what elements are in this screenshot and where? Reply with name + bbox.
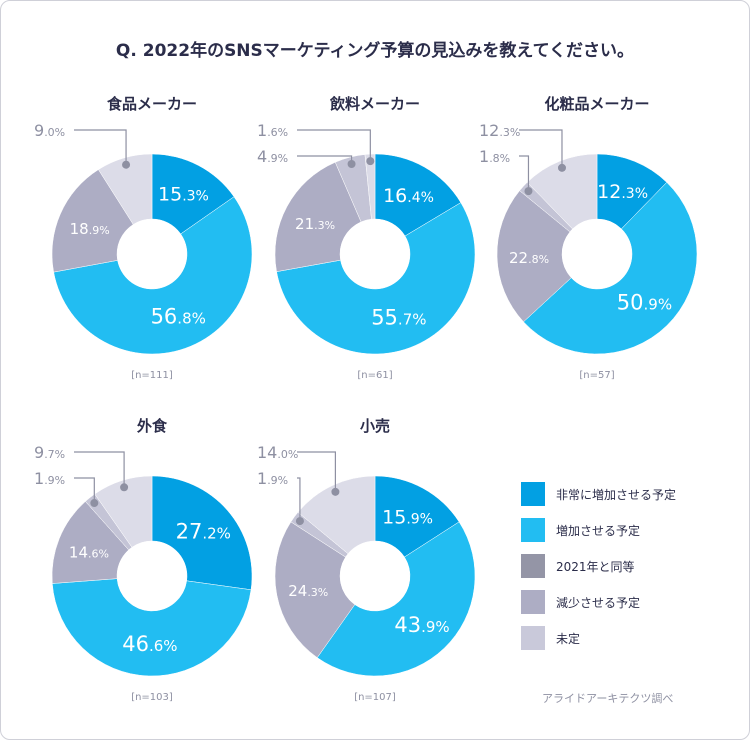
legend-item-increase: 増加させる予定	[521, 512, 676, 548]
legend-label: 2021年と同等	[556, 559, 635, 574]
segment-value-label: 56.8%	[151, 305, 206, 329]
callout-dot	[524, 187, 533, 196]
sample-size-label: [n=103]	[131, 692, 173, 703]
chart-subtitle: 飲料メーカー	[329, 95, 420, 113]
callout-leader-line	[519, 155, 530, 192]
legend-swatch	[521, 590, 545, 614]
donut-segment-decrease	[51, 501, 130, 584]
callout-dot	[347, 160, 356, 169]
callout-leader-line	[297, 129, 371, 162]
donut-segment-undecided	[526, 153, 598, 230]
legend-item-very-increase: 非常に増加させる予定	[521, 476, 676, 512]
callout-leader-line	[74, 477, 95, 504]
segment-value-label: 21.3%	[295, 215, 335, 233]
legend-label: 減少させる予定	[556, 595, 641, 610]
callout-value-label: 12.3%	[479, 121, 520, 140]
segment-value-label: 16.4%	[383, 185, 434, 207]
callout-leader-line	[297, 451, 337, 492]
chart-subtitle: 小売	[360, 417, 390, 435]
segment-value-label: 55.7%	[371, 306, 426, 330]
chart-subtitle: 外食	[136, 417, 168, 435]
callout-value-label: 1.8%	[479, 147, 510, 166]
callout-leader-line	[74, 129, 127, 165]
segment-value-label: 50.9%	[617, 291, 672, 315]
callout-dot	[295, 517, 304, 526]
chart-subtitle: 食品メーカー	[107, 95, 197, 113]
donut-segment-decrease	[274, 161, 362, 272]
segment-value-label: 14.6%	[69, 544, 109, 562]
segment-value-label: 12.3%	[597, 181, 648, 203]
donut-segment-increase	[523, 181, 698, 355]
donut-segment-undecided	[94, 475, 153, 548]
legend-item-decrease: 減少させる予定	[521, 584, 676, 620]
callout-leader-line	[297, 477, 301, 522]
segment-value-label: 22.8%	[509, 249, 549, 267]
donut-segment-decrease	[496, 190, 572, 323]
donut-segment-undecided	[98, 153, 153, 225]
callout-value-label: 1.9%	[257, 469, 288, 488]
sample-size-label: [n=107]	[354, 692, 396, 703]
callout-value-label: 4.9%	[257, 147, 288, 166]
donut-segment-decrease	[274, 521, 356, 658]
source-note: アライドアーキテクツ調べ	[542, 692, 674, 705]
chart-title: Q. 2022年のSNSマーケティング予算の見込みを教えてください。	[115, 41, 635, 61]
legend-item-undecided: 未定	[521, 620, 676, 656]
segment-value-label: 46.6%	[122, 632, 177, 656]
callout-leader-line	[519, 129, 563, 168]
legend: 非常に増加させる予定 増加させる予定 2021年と同等 減少させる予定 未定	[521, 476, 676, 656]
donut-segment-increase	[52, 578, 252, 677]
donut-segment-increase	[316, 521, 476, 677]
donut-segment-very-increase	[151, 153, 235, 235]
legend-swatch	[521, 518, 545, 542]
legend-label: 増加させる予定	[556, 523, 641, 538]
callout-dot	[366, 157, 375, 166]
segment-value-label: 15.9%	[382, 506, 433, 528]
legend-swatch	[521, 482, 545, 506]
segment-value-label: 24.3%	[288, 582, 328, 600]
callout-dot	[122, 160, 131, 169]
callout-dot	[331, 487, 340, 496]
donut-segment-undecided	[364, 153, 376, 220]
segment-value-label: 43.9%	[394, 613, 449, 637]
donut-segment-undecided	[297, 475, 376, 555]
sample-size-label: [n=61]	[357, 370, 392, 381]
callout-value-label: 9.0%	[34, 121, 65, 140]
legend-swatch	[521, 554, 545, 578]
callout-value-label: 14.0%	[257, 443, 298, 462]
donut-segment-very-increase	[374, 153, 462, 237]
callout-dot	[557, 163, 566, 172]
legend-label: 非常に増加させる予定	[556, 487, 677, 502]
legend-swatch	[521, 626, 545, 650]
sample-size-label: [n=57]	[579, 370, 614, 381]
callout-value-label: 1.6%	[257, 121, 288, 140]
sample-size-label: [n=111]	[131, 370, 173, 381]
legend-label: 未定	[556, 631, 581, 646]
callout-dot	[120, 483, 129, 492]
callout-dot	[90, 499, 99, 508]
segment-value-label: 27.2%	[176, 519, 231, 543]
donut-segment-increase	[276, 202, 476, 355]
segment-value-label: 15.3%	[158, 184, 209, 206]
legend-item-same: 2021年と同等	[521, 548, 676, 584]
donut-segment-increase	[53, 196, 253, 355]
callout-value-label: 1.9%	[34, 469, 65, 488]
callout-leader-line	[74, 451, 125, 488]
callout-value-label: 9.7%	[34, 443, 65, 462]
donut-segment-very-increase	[151, 475, 253, 591]
chart-subtitle: 化粧品メーカー	[544, 95, 649, 113]
segment-value-label: 18.9%	[70, 220, 110, 238]
donut-segment-decrease	[51, 169, 134, 273]
